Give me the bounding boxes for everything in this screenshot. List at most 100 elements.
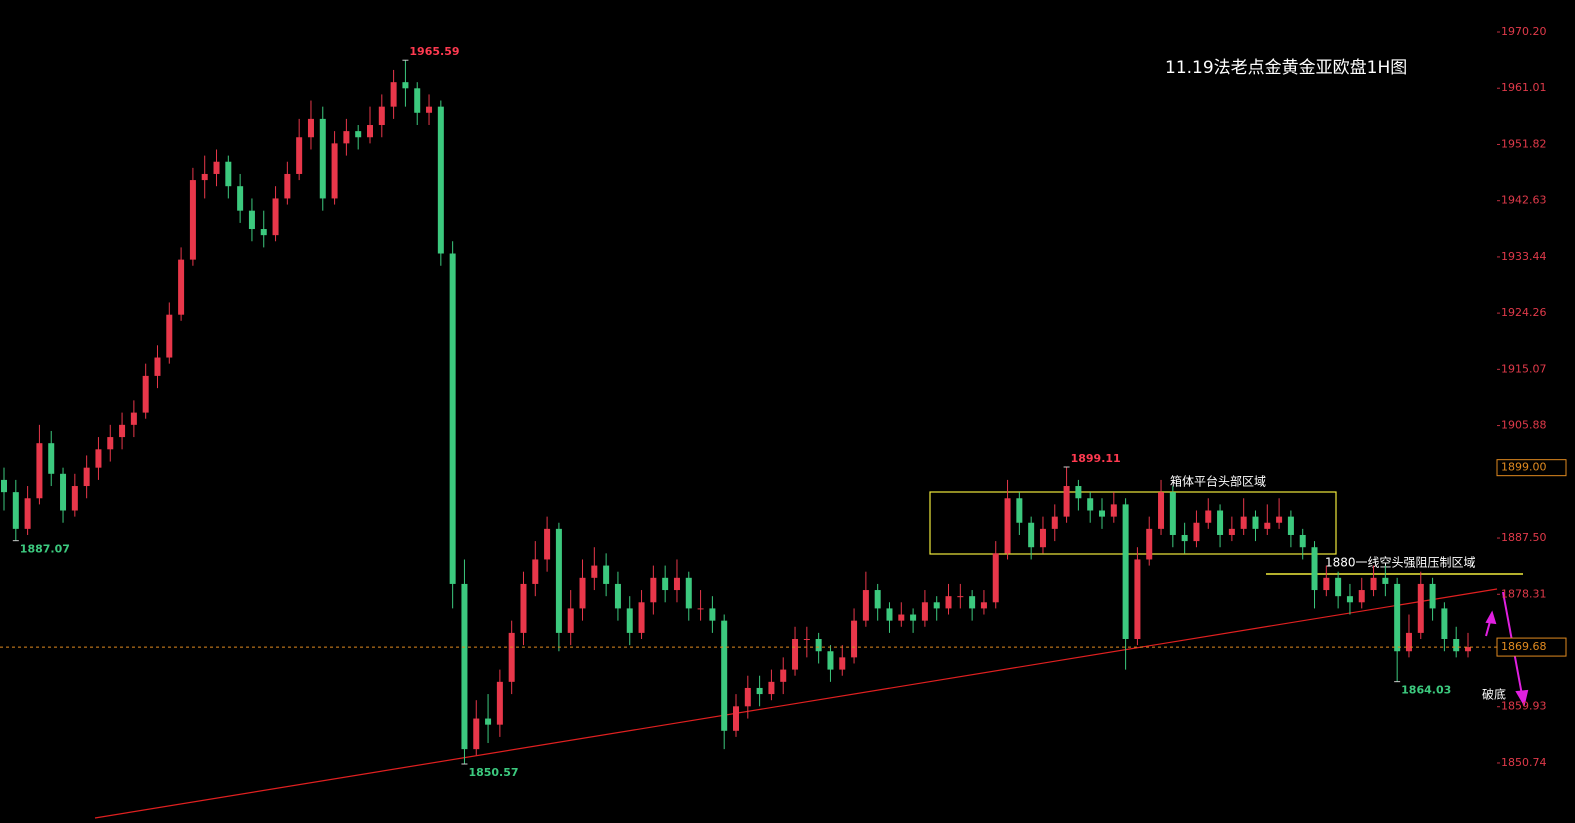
candle-body bbox=[1039, 528, 1046, 548]
candle-body bbox=[1429, 583, 1436, 609]
candle-body bbox=[414, 88, 421, 113]
candle-body bbox=[544, 528, 551, 560]
candle-body bbox=[768, 681, 775, 695]
candle-body bbox=[343, 131, 350, 144]
price-marker-label: 1899.00 bbox=[1501, 461, 1547, 474]
candle-body bbox=[803, 639, 810, 641]
candle-body bbox=[260, 229, 267, 236]
line-label: 1880一线空头强阻压制区域 bbox=[1325, 556, 1476, 570]
candle-body bbox=[201, 173, 208, 181]
candle-body bbox=[555, 528, 562, 633]
candle-body bbox=[1169, 492, 1176, 535]
candle-body bbox=[1441, 608, 1448, 640]
candle-body bbox=[355, 131, 362, 138]
candle-body bbox=[178, 259, 185, 315]
candle-body bbox=[756, 687, 763, 695]
candle-body bbox=[1205, 510, 1212, 523]
candle-body bbox=[520, 583, 527, 633]
candle-body bbox=[284, 173, 291, 199]
y-tick-label: 1933.44 bbox=[1501, 250, 1547, 263]
candle-body bbox=[71, 486, 78, 511]
candle-body bbox=[154, 357, 161, 376]
candle-body bbox=[827, 651, 834, 670]
candle-body bbox=[60, 473, 67, 511]
candle-body bbox=[733, 706, 739, 731]
y-tick-label: 1915.07 bbox=[1501, 362, 1547, 375]
y-tick-label: 1850.74 bbox=[1501, 756, 1547, 769]
candle-body bbox=[1276, 516, 1283, 523]
candle-body bbox=[473, 718, 480, 750]
candle-body bbox=[839, 657, 846, 670]
candle-body bbox=[898, 614, 905, 621]
candle-body bbox=[189, 180, 196, 260]
candle-body bbox=[992, 553, 999, 603]
box-zone bbox=[929, 491, 1337, 555]
candle-body bbox=[83, 467, 90, 487]
candle-body bbox=[1394, 583, 1401, 652]
candle-body bbox=[367, 125, 373, 138]
candle-body bbox=[579, 577, 586, 609]
y-tick-label: 1961.01 bbox=[1501, 81, 1547, 94]
candle-body bbox=[862, 590, 869, 621]
candle-body bbox=[815, 639, 822, 652]
down-arrow-head bbox=[1515, 689, 1529, 707]
candle-body bbox=[780, 669, 787, 682]
y-tick-label: 1924.26 bbox=[1501, 306, 1547, 319]
candle-body bbox=[48, 443, 55, 474]
candle-body bbox=[650, 577, 657, 603]
candle-body bbox=[662, 577, 669, 591]
candle-body bbox=[130, 412, 137, 425]
candle-body bbox=[1240, 516, 1247, 529]
candle-body bbox=[957, 596, 964, 598]
candle-body bbox=[237, 186, 244, 211]
candle-body bbox=[1217, 510, 1224, 535]
candle-body bbox=[1181, 534, 1188, 542]
candle-body bbox=[378, 106, 385, 126]
candle-body bbox=[532, 559, 539, 584]
y-tick-label: 1951.82 bbox=[1501, 137, 1547, 150]
candle-body bbox=[12, 492, 19, 529]
candle-body bbox=[461, 583, 468, 750]
candle-body bbox=[95, 449, 102, 468]
y-tick-label: 1859.93 bbox=[1501, 700, 1547, 713]
candle-body bbox=[603, 565, 610, 584]
candle-body bbox=[1370, 577, 1377, 591]
candle-body bbox=[1075, 486, 1082, 499]
candle-body bbox=[319, 118, 326, 199]
candle-body bbox=[721, 620, 728, 731]
candle-body bbox=[980, 602, 987, 609]
candle-body bbox=[744, 687, 751, 707]
candle-body bbox=[1465, 647, 1471, 652]
candle-body bbox=[296, 137, 303, 174]
candle-body bbox=[107, 437, 114, 450]
candle-body bbox=[36, 443, 43, 499]
up-arrow-head bbox=[1485, 610, 1497, 625]
low-label: 1887.07 bbox=[20, 543, 70, 556]
high-label: 1965.59 bbox=[409, 45, 459, 58]
candle-body bbox=[437, 106, 444, 254]
candle-body bbox=[1193, 522, 1200, 542]
current-price-label: 1869.68 bbox=[1501, 640, 1547, 653]
candle-body bbox=[1417, 583, 1424, 633]
breakdown-label: 破底 bbox=[1482, 687, 1506, 702]
candle-body bbox=[1252, 516, 1259, 529]
candle-body bbox=[225, 161, 232, 187]
candle-body bbox=[851, 620, 858, 658]
candle-body bbox=[402, 82, 409, 89]
candle-body bbox=[1051, 516, 1058, 529]
candle-body bbox=[921, 602, 928, 621]
current-price-box bbox=[1496, 637, 1567, 657]
candle-body bbox=[307, 118, 314, 138]
candle-body bbox=[272, 198, 279, 236]
candle-body bbox=[614, 583, 621, 609]
y-tick-label: 1878.31 bbox=[1501, 587, 1547, 600]
candle-body bbox=[1358, 590, 1365, 603]
candle-body bbox=[1453, 639, 1460, 652]
candle-body bbox=[166, 314, 173, 358]
candle-body bbox=[248, 210, 255, 230]
high-label: 1899.11 bbox=[1071, 452, 1121, 465]
candle-body bbox=[1311, 547, 1318, 591]
